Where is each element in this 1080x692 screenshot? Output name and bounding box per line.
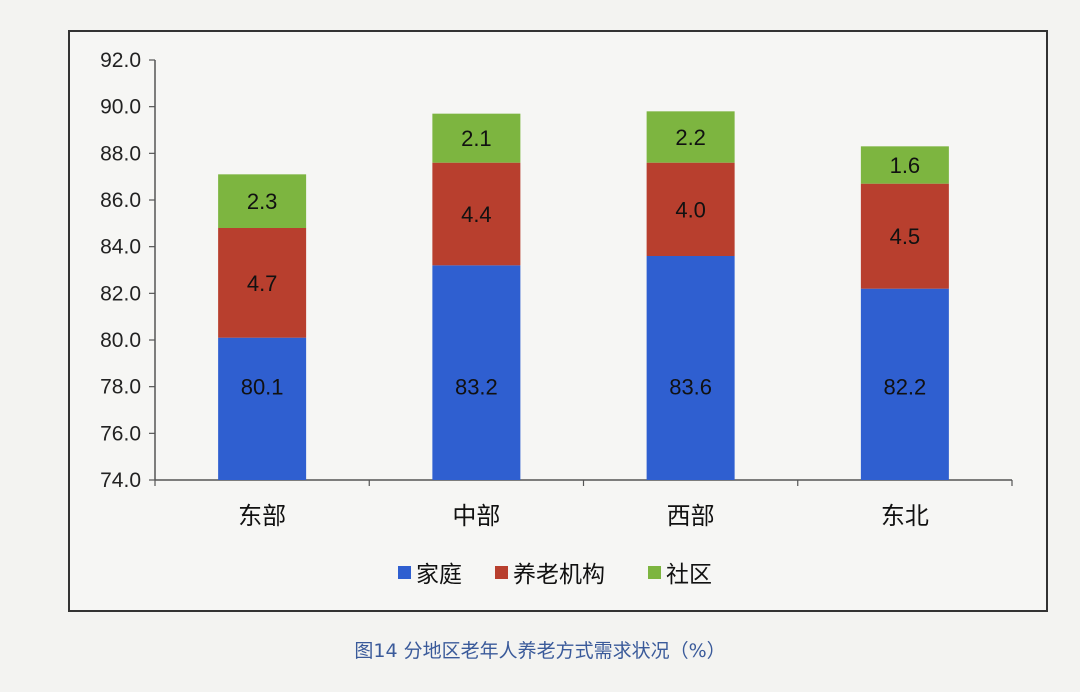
chart-caption: 图14 分地区老年人养老方式需求状况（%） [354,640,726,662]
data-label: 4.7 [247,271,278,296]
data-label: 2.3 [247,189,278,214]
data-label: 83.2 [455,375,498,400]
data-label: 2.1 [461,126,492,151]
y-tick-label: 82.0 [100,282,141,305]
data-label: 4.5 [890,224,921,249]
data-label: 4.4 [461,202,492,227]
y-tick-label: 84.0 [100,236,141,259]
data-label: 80.1 [241,375,284,400]
y-tick-label: 76.0 [100,422,141,445]
y-tick-label: 92.0 [100,49,141,72]
y-tick-label: 80.0 [100,329,141,352]
legend-swatch-0 [398,566,411,579]
bar-养老机构 [646,162,735,256]
bar-社区 [646,111,735,163]
data-label: 1.6 [890,153,921,178]
legend-label: 社区 [666,562,712,588]
data-label: 2.2 [675,125,706,150]
bar-家庭 [646,256,735,480]
x-category-label: 西部 [667,502,715,530]
data-label: 4.0 [675,197,706,222]
legend-swatch-2 [648,566,661,579]
y-tick-label: 86.0 [100,189,141,212]
y-tick-label: 88.0 [100,142,141,165]
bar-家庭 [218,337,307,480]
x-category-label: 中部 [452,502,500,530]
legend-label: 家庭 [416,562,462,588]
y-tick-label: 90.0 [100,96,141,119]
data-label: 82.2 [883,375,926,400]
legend-label: 养老机构 [513,562,605,588]
bar-养老机构 [860,183,949,289]
bar-社区 [860,146,949,184]
data-label: 83.6 [669,375,712,400]
bar-养老机构 [432,162,521,266]
bar-养老机构 [218,228,307,338]
x-category-label: 东北 [881,502,929,530]
bar-社区 [218,174,307,228]
bar-家庭 [860,288,949,480]
bar-社区 [432,113,521,163]
bar-家庭 [432,265,521,480]
legend-swatch-1 [495,566,508,579]
x-category-label: 东部 [238,502,286,530]
y-tick-label: 74.0 [100,469,141,492]
y-tick-label: 78.0 [100,376,141,399]
